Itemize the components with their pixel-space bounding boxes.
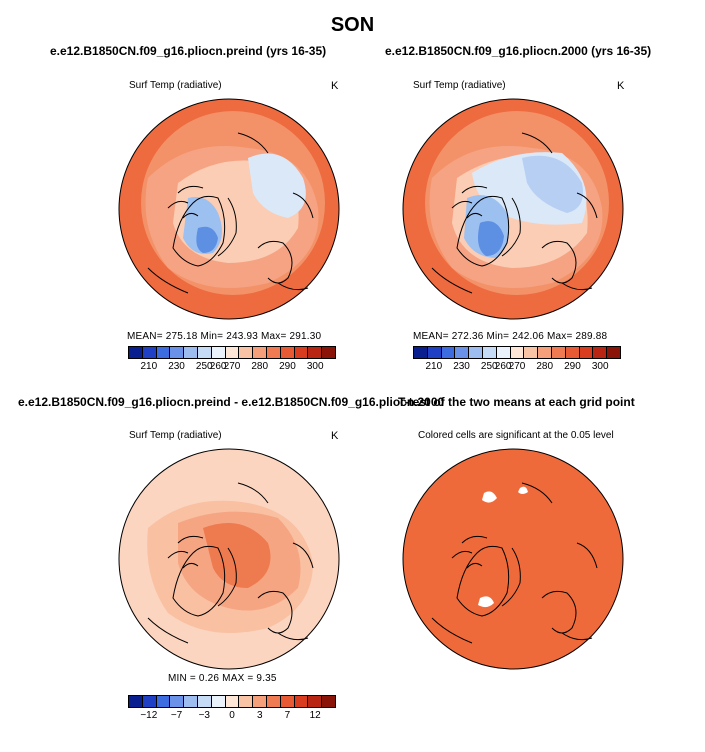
panel-title-2000: e.e12.B1850CN.f09_g16.pliocn.2000 (yrs 1… [385,44,652,58]
colorbar-absolute-right [413,346,621,359]
colorbar-tick-label: 230 [168,361,185,372]
colorbar-swatch [184,696,198,707]
variable-label: Surf Temp (radiative) [129,430,222,441]
colorbar-tick-label: 270 [508,361,526,372]
polar-map-ttest [402,448,624,670]
colorbar-swatch [156,696,171,707]
colorbar-swatch [225,347,240,358]
colorbar-labels-right: 210 230 250 260 270 280 290 300 [413,359,621,373]
variable-label: Surf Temp (radiative) [413,80,506,91]
stats-difference: MIN = 0.26 MAX = 9.35 [168,673,277,684]
colorbar-swatch [427,347,442,358]
colorbar-swatch [322,347,335,358]
colorbar-tick-label: 12 [309,710,321,721]
colorbar-swatch [142,696,157,707]
colorbar-labels-left: 210 230 250 260 270 280 290 300 [128,359,336,373]
colorbar-swatch [170,696,185,707]
colorbar-tick-label: 250 [195,361,213,372]
colorbar-swatch [294,347,309,358]
panel-title-ttest: T-test of the two means at each grid poi… [398,395,635,409]
colorbar-tick-label: 260 [209,361,227,372]
colorbar-tick-label: 300 [306,361,324,372]
colorbar-swatch [156,347,171,358]
colorbar-tick-label: 210 [425,361,443,372]
colorbar-tick-label: −3 [198,710,210,721]
colorbar-tick-label: −12 [140,710,158,721]
colorbar-tick-label: 3 [256,710,263,721]
colorbar-swatch [441,347,456,358]
colorbar-swatch [308,696,323,707]
colorbar-swatch [197,347,212,358]
colorbar-swatch [170,347,185,358]
colorbar-swatch [253,696,267,707]
colorbar-swatch [280,696,295,707]
units-label: K [331,80,339,92]
colorbar-swatch [266,347,281,358]
colorbar-tick-label: 280 [536,361,554,372]
colorbar-tick-label: 0 [229,710,235,721]
colorbar-swatch [253,347,267,358]
colorbar-swatch [538,347,552,358]
colorbar-tick-label: 300 [591,361,609,372]
colorbar-swatch [129,696,143,707]
colorbar-swatch [322,696,335,707]
colorbar-swatch [414,347,428,358]
colorbar-swatch [225,696,240,707]
units-label: K [617,80,625,92]
significance-note: Colored cells are significant at the 0.0… [418,430,614,441]
colorbar-swatch [524,347,539,358]
colorbar-tick-label: 250 [480,361,498,372]
colorbar-tick-label: −7 [170,710,183,721]
colorbar-tick-label: 290 [279,361,296,372]
panel-title-difference: e.e12.B1850CN.f09_g16.pliocn.preind - e.… [18,395,445,409]
stats-2000: MEAN= 272.36 Min= 242.06 Max= 289.88 [413,331,608,342]
colorbar-swatch [266,696,281,707]
colorbar-swatch [211,696,226,707]
colorbar-swatch [280,347,295,358]
colorbar-tick-label: 270 [223,361,241,372]
colorbar-swatch [607,347,620,358]
figure-title: SON [330,14,375,36]
colorbar-tick-label: 7 [284,710,291,721]
colorbar-swatch [593,347,608,358]
colorbar-tick-label: 280 [251,361,269,372]
colorbar-labels-difference: −12 −7 −3 0 3 7 12 [128,708,336,722]
variable-label: Surf Temp (radiative) [129,80,222,91]
colorbar-swatch [239,347,254,358]
colorbar-tick-label: 210 [140,361,158,372]
colorbar-difference [128,695,336,708]
colorbar-tick-label: 230 [453,361,470,372]
colorbar-swatch [211,347,226,358]
colorbar-swatch [565,347,580,358]
colorbar-swatch [510,347,525,358]
colorbar-swatch [142,347,157,358]
colorbar-swatch [308,347,323,358]
colorbar-swatch [551,347,566,358]
colorbar-tick-label: 260 [494,361,512,372]
colorbar-swatch [184,347,198,358]
colorbar-swatch [129,347,143,358]
polar-map-preind [118,98,340,320]
polar-map-difference [118,448,340,670]
polar-map-2000 [402,98,624,320]
colorbar-swatch [294,696,309,707]
stats-preind: MEAN= 275.18 Min= 243.93 Max= 291.30 [127,331,322,342]
colorbar-absolute-left [128,346,336,359]
colorbar-swatch [496,347,511,358]
colorbar-swatch [469,347,483,358]
colorbar-swatch [455,347,470,358]
colorbar-swatch [239,696,254,707]
colorbar-tick-label: 290 [564,361,581,372]
units-label: K [331,430,339,442]
colorbar-swatch [197,696,212,707]
colorbar-swatch [579,347,594,358]
colorbar-swatch [482,347,497,358]
panel-title-preind: e.e12.B1850CN.f09_g16.pliocn.preind (yrs… [50,44,327,58]
